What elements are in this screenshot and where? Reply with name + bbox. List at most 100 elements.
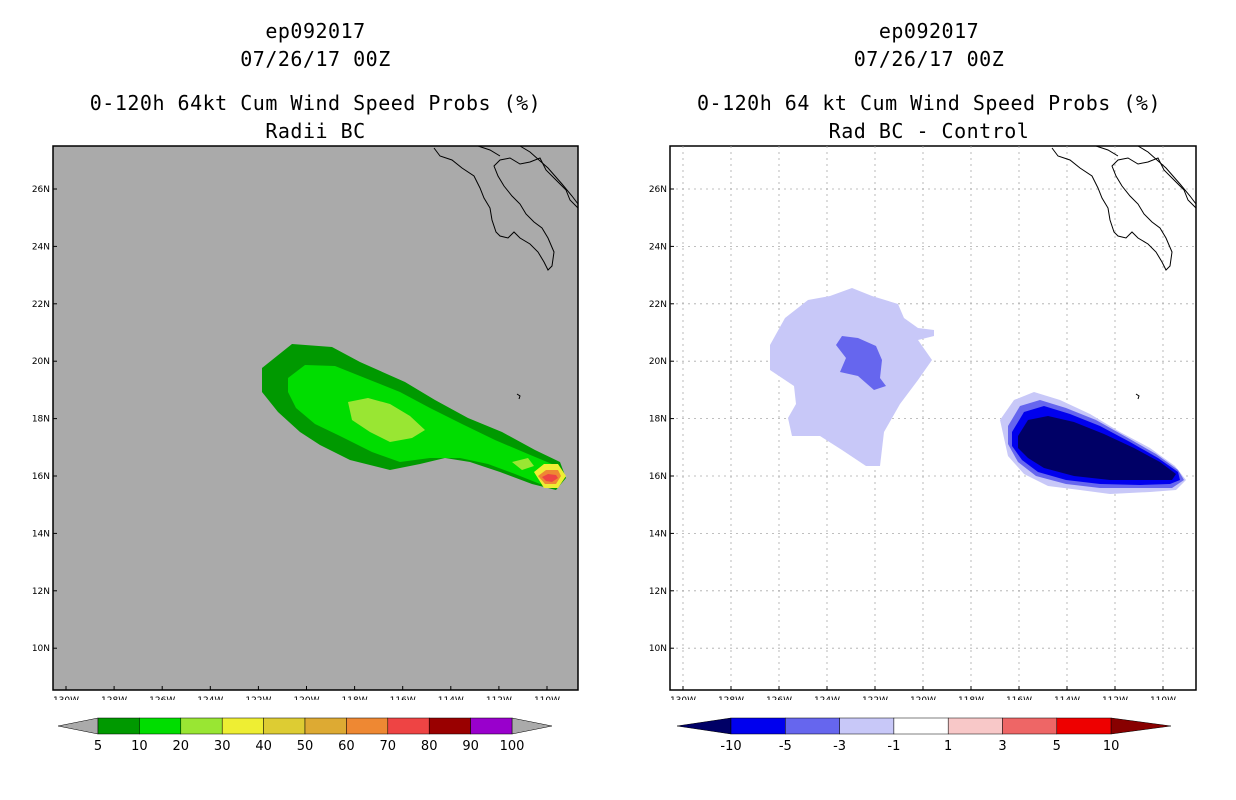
left-coastline-mainland xyxy=(477,145,579,205)
lon-tick-label: 114W xyxy=(438,696,464,700)
colorbar-swatch xyxy=(947,717,1003,735)
lon-tick-label: 128W xyxy=(101,696,127,700)
lat-tick-label: 20N xyxy=(32,357,50,367)
left-colorbar-arrow-low xyxy=(57,717,99,735)
left-title-subtitle: Radii BC xyxy=(265,119,366,143)
right-contour-minus3-west xyxy=(836,336,886,390)
lon-tick-label: 112W xyxy=(1102,696,1128,700)
left-contour-20pct xyxy=(348,398,425,442)
colorbar-swatch xyxy=(893,717,949,735)
colorbar-swatch xyxy=(304,717,347,735)
lon-tick-label: 124W xyxy=(197,696,223,700)
colorbar-label: -10 xyxy=(720,739,741,754)
lat-tick-label: 18N xyxy=(649,415,667,425)
colorbar-label: 5 xyxy=(1053,739,1061,754)
lon-tick-label: 124W xyxy=(814,696,840,700)
right-lon-ticks: 130W 128W 126W 124W 122W 120W 118W 116W 114W 112W… xyxy=(670,686,1176,700)
lat-tick-label: 24N xyxy=(32,242,50,252)
right-colorbar: -10 -5 -3 -1 1 3 5 10 xyxy=(676,717,1172,754)
lon-tick-label: 130W xyxy=(53,696,79,700)
colorbar-swatch xyxy=(1056,717,1112,735)
colorbar-label: 5 xyxy=(94,739,102,754)
right-island xyxy=(1135,393,1140,400)
lat-tick-label: 16N xyxy=(32,472,50,482)
lat-tick-label: 20N xyxy=(649,357,667,367)
lat-tick-label: 22N xyxy=(32,300,50,310)
left-colorbar-arrow-high xyxy=(511,717,553,735)
colorbar-label: 20 xyxy=(173,739,190,754)
colorbar-label: 70 xyxy=(380,739,397,754)
left-contour-20pct-b xyxy=(512,458,534,470)
lon-tick-label: 114W xyxy=(1054,696,1080,700)
lon-tick-label: 122W xyxy=(245,696,271,700)
left-map: 26N 24N 22N 20N 18N 16N 14N 12N 10N 130W 128W 126W… xyxy=(32,145,579,700)
left-contour-10pct xyxy=(288,365,556,484)
colorbar-label: -3 xyxy=(833,739,846,754)
right-coastline-mainland xyxy=(1095,145,1197,205)
colorbar-arrow-low xyxy=(676,717,732,735)
lat-tick-label: 14N xyxy=(32,529,50,539)
lon-tick-label: 116W xyxy=(1006,696,1032,700)
lon-tick-label: 126W xyxy=(766,696,792,700)
lat-tick-label: 16N xyxy=(649,472,667,482)
right-title-storm-id: ep092017 xyxy=(878,19,980,43)
colorbar-label: 1 xyxy=(944,739,952,754)
colorbar-swatch xyxy=(730,717,786,735)
right-lat-ticks: 26N 24N 22N 20N 18N 16N 14N 12N 10N xyxy=(649,185,674,654)
right-title-subtitle: Rad BC - Control xyxy=(828,119,1030,143)
colorbar-label: 40 xyxy=(255,739,272,754)
lon-tick-label: 120W xyxy=(910,696,936,700)
right-coastline xyxy=(1051,147,1197,271)
colorbar-swatch xyxy=(346,717,389,735)
lon-tick-label: 110W xyxy=(1150,696,1176,700)
colorbar-label: 90 xyxy=(462,739,479,754)
right-title-datetime: 07/26/17 00Z xyxy=(853,47,1005,71)
right-contour-minus1-west xyxy=(770,288,934,466)
colorbar-swatch xyxy=(1002,717,1058,735)
lon-tick-label: 120W xyxy=(293,696,319,700)
left-island xyxy=(516,393,521,400)
lon-tick-label: 126W xyxy=(149,696,175,700)
colorbar-label: 60 xyxy=(338,739,355,754)
left-title-storm-id: ep092017 xyxy=(265,19,366,43)
lat-tick-label: 26N xyxy=(32,185,50,195)
lat-tick-label: 22N xyxy=(649,300,667,310)
colorbar-label: 10 xyxy=(1103,739,1120,754)
colorbar-label: 10 xyxy=(131,739,148,754)
right-map: 26N 24N 22N 20N 18N 16N 14N 12N 10N 130W 128W 126W… xyxy=(649,145,1197,700)
lon-tick-label: 112W xyxy=(486,696,512,700)
lat-tick-label: 24N xyxy=(649,242,667,252)
colorbar-swatch xyxy=(428,717,471,735)
colorbar-swatch xyxy=(139,717,182,735)
left-title-product: 0-120h 64kt Cum Wind Speed Probs (%) xyxy=(89,91,542,115)
lon-tick-label: 122W xyxy=(862,696,888,700)
colorbar-label: 30 xyxy=(214,739,231,754)
colorbar-label: 80 xyxy=(421,739,438,754)
colorbar-swatch xyxy=(785,717,840,735)
lat-tick-label: 26N xyxy=(649,185,667,195)
left-lat-ticks: 26N 24N 22N 20N 18N 16N 14N 12N 10N xyxy=(32,185,57,654)
left-coastline xyxy=(433,147,579,271)
left-colorbar: 5 10 20 30 40 50 60 70 80 90 100 xyxy=(57,717,553,754)
lon-tick-label: 118W xyxy=(958,696,984,700)
colorbar-label: -5 xyxy=(779,739,792,754)
colorbar-label: 50 xyxy=(297,739,314,754)
colorbar-label: 100 xyxy=(500,739,525,754)
lat-tick-label: 12N xyxy=(649,587,667,597)
colorbar-swatch xyxy=(221,717,264,735)
lat-tick-label: 12N xyxy=(32,587,50,597)
colorbar-swatch xyxy=(387,717,430,735)
colorbar-label: 3 xyxy=(998,739,1006,754)
left-title-datetime: 07/26/17 00Z xyxy=(240,47,391,71)
lat-tick-label: 10N xyxy=(32,644,50,654)
colorbar-swatch xyxy=(263,717,306,735)
lat-tick-label: 18N xyxy=(32,415,50,425)
colorbar-arrow-high xyxy=(1110,717,1172,735)
colorbar-swatch xyxy=(470,717,513,735)
lat-tick-label: 10N xyxy=(649,644,667,654)
left-contour-70pct xyxy=(542,474,558,482)
lon-tick-label: 110W xyxy=(534,696,560,700)
lon-tick-label: 128W xyxy=(718,696,744,700)
colorbar-swatch xyxy=(180,717,223,735)
colorbar-label: -1 xyxy=(887,739,900,754)
